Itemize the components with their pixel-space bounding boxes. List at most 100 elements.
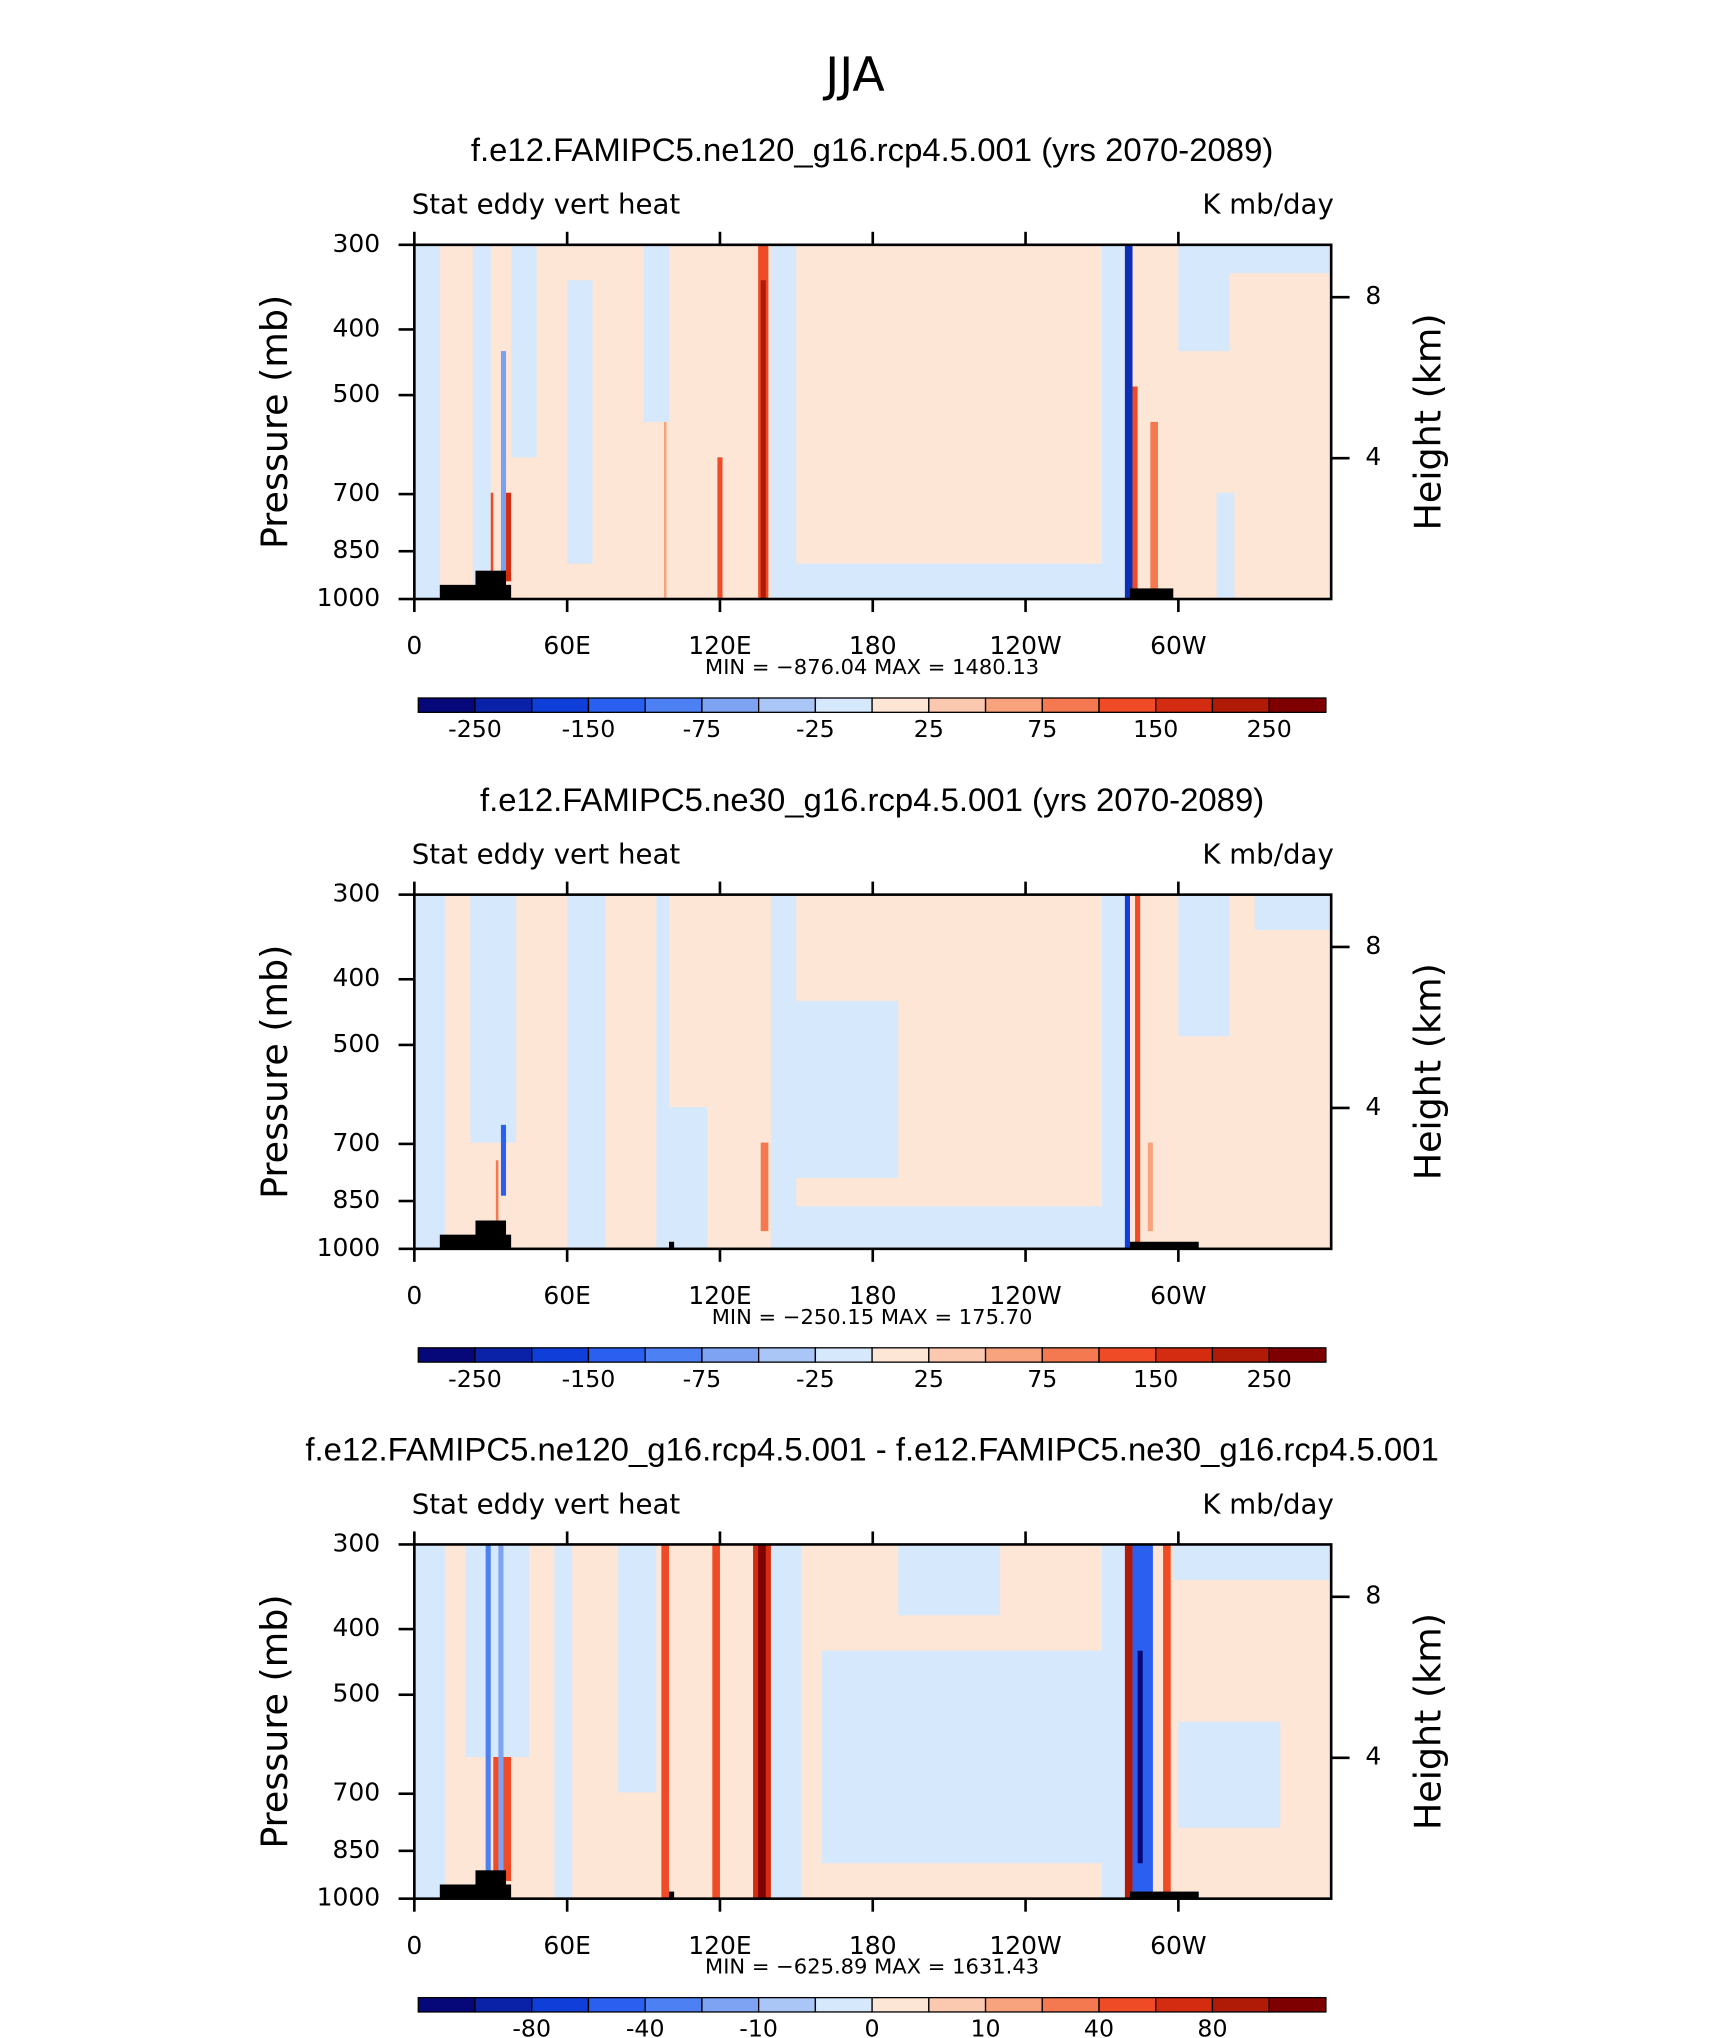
colorbar-box [928, 697, 987, 713]
colorbar-box [984, 1996, 1043, 2013]
contour-fill [567, 894, 606, 1249]
y2-axis-label: Height (km) [1406, 313, 1449, 530]
contour-fill [796, 1000, 899, 1179]
colorbar-box [1098, 697, 1157, 713]
contour-fill [414, 894, 445, 1249]
contour-fill [898, 1544, 1001, 1616]
colorbar-label: 75 [1027, 1365, 1057, 1393]
colorbar-label: 25 [914, 1365, 944, 1393]
topography [1129, 588, 1174, 600]
topography [1129, 1241, 1199, 1249]
colorbar-box [644, 1996, 703, 2013]
contour-fill [1150, 421, 1158, 600]
x-tick-label: 60W [1150, 1281, 1207, 1310]
panel-title: f.e12.FAMIPC5.ne120_g16.rcp4.5.001 - f.e… [305, 1431, 1438, 1468]
colorbar-box [1155, 697, 1214, 713]
y-tick-label: 850 [332, 535, 380, 564]
x-tick-label: 120W [989, 1281, 1061, 1310]
contour-fill [1173, 1544, 1332, 1580]
contour-fill [1137, 1650, 1143, 1864]
y-tick-label: 400 [332, 963, 380, 992]
topography [475, 1870, 507, 1899]
colorbar-label: 150 [1133, 1365, 1178, 1393]
colorbar-box [928, 1996, 987, 2013]
contour-fill [1163, 1544, 1171, 1899]
y2-axis-label: Height (km) [1406, 1613, 1449, 1830]
right-label: K mb/day [1202, 189, 1333, 221]
colorbar-box [1041, 1996, 1100, 2013]
colorbar-label: -10 [739, 2015, 778, 2038]
min-max: MIN = −250.15 MAX = 175.70 [712, 1305, 1033, 1329]
y-tick-label: 500 [332, 379, 380, 408]
y-axis-label: Pressure (mb) [253, 295, 296, 549]
y-axis-label: Pressure (mb) [253, 945, 296, 1199]
contour-fill [770, 894, 797, 1249]
contour-fill [511, 244, 537, 458]
colorbar-box [1268, 1996, 1327, 2013]
contour-fill [717, 457, 723, 600]
colorbar-box [531, 697, 590, 713]
colorbar-box [1155, 1347, 1214, 1363]
colorbar-box [984, 697, 1043, 713]
y-tick-label: 400 [332, 314, 380, 343]
contour-fill [663, 421, 667, 600]
contour-fill [1101, 894, 1125, 1249]
colorbar-box [984, 1347, 1043, 1363]
colorbar-box [871, 1347, 930, 1363]
colorbar-box [757, 1347, 817, 1363]
contour-fill [1216, 492, 1235, 600]
contour-fill [1178, 1721, 1281, 1828]
contour-fill [465, 1544, 529, 1757]
contour-fill [1229, 244, 1332, 274]
contour-fill [1124, 894, 1130, 1249]
contour-fill [770, 244, 797, 600]
colorbar-label: -80 [512, 2015, 551, 2038]
colorbar-label: -40 [626, 2015, 665, 2038]
x-tick-label: 60E [543, 631, 591, 660]
contour-fill [760, 280, 766, 600]
contour-fill [661, 1544, 670, 1899]
x-tick-label: 120E [688, 631, 751, 660]
topography [669, 1891, 675, 1899]
contour-fill [1124, 244, 1133, 600]
colorbar-box [1155, 1996, 1214, 2013]
colorbar-box [1211, 1347, 1270, 1363]
colorbar-label: 10 [970, 2015, 1000, 2038]
y2-axis-label: Height (km) [1406, 963, 1449, 1180]
y-tick-label: 1000 [317, 583, 381, 612]
colorbar-box [417, 1347, 476, 1363]
colorbar-label: 250 [1247, 1365, 1292, 1393]
colorbar-box [757, 697, 817, 713]
contour-fill [554, 1544, 573, 1899]
colorbar-label: 0 [865, 2015, 880, 2038]
topography [475, 1220, 507, 1249]
contour-fill [1178, 894, 1230, 1037]
x-tick-label: 60W [1150, 631, 1207, 660]
colorbar-label: -150 [562, 1365, 616, 1393]
colorbar-box [531, 1347, 590, 1363]
x-tick-label: 60E [543, 1281, 591, 1310]
colorbar-box [814, 1996, 873, 2013]
colorbar-box [474, 697, 533, 713]
x-tick-label: 0 [406, 1931, 422, 1960]
colorbar-box [701, 697, 760, 713]
right-label: K mb/day [1202, 1488, 1333, 1520]
colorbar-box [701, 1996, 760, 2013]
contour-fill [669, 1107, 708, 1249]
y-tick-label: 300 [332, 229, 380, 258]
colorbar-box [1098, 1347, 1157, 1363]
colorbar-box [587, 1347, 646, 1363]
y2-tick-label: 4 [1365, 1742, 1381, 1771]
panel-title: f.e12.FAMIPC5.ne120_g16.rcp4.5.001 (yrs … [471, 131, 1273, 168]
contour-fill [490, 492, 494, 582]
contour-fill [821, 1650, 1128, 1864]
contour-fill [758, 1544, 766, 1899]
y-tick-label: 850 [332, 1185, 380, 1214]
x-tick-label: 60E [543, 1931, 591, 1960]
colorbar-label: -25 [796, 715, 835, 743]
contour-fill [1147, 1142, 1153, 1232]
y-tick-label: 850 [332, 1835, 380, 1864]
contour-fill [1254, 894, 1332, 931]
contour-fill [618, 1544, 657, 1793]
colorbar-box [1211, 697, 1270, 713]
